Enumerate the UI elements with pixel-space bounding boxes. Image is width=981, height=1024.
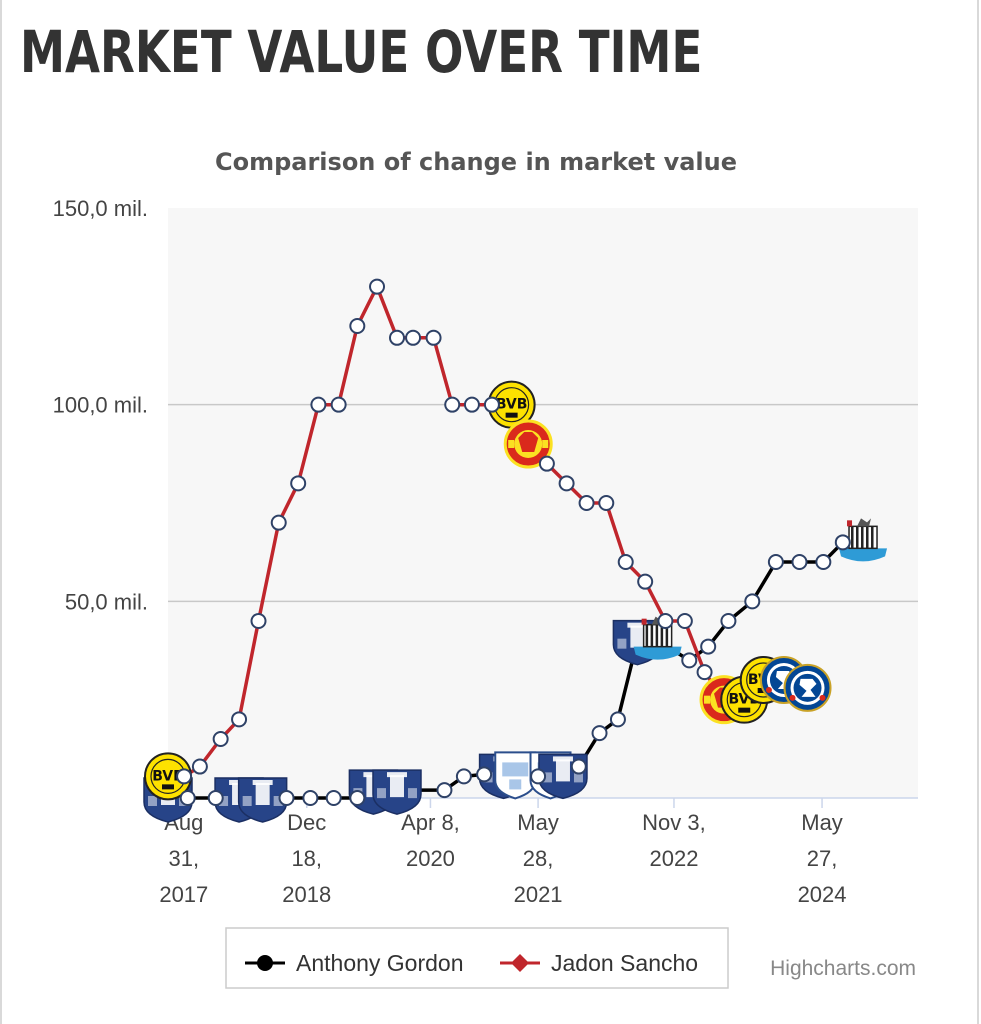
data-point-marker[interactable]	[444, 396, 461, 413]
legend-circle-icon	[257, 955, 273, 971]
x-tick-label: Nov 3, 2022	[642, 810, 706, 871]
data-point-marker[interactable]	[191, 758, 208, 775]
data-point-marker[interactable]	[179, 790, 196, 806]
data-point-marker[interactable]	[700, 638, 717, 655]
data-point-marker[interactable]	[570, 758, 587, 775]
data-point-marker[interactable]	[744, 593, 761, 610]
svg-text:BVB: BVB	[496, 397, 528, 413]
data-point-marker[interactable]	[676, 613, 693, 629]
data-point-marker[interactable]	[212, 731, 229, 747]
y-tick-label: 100,0 mil.	[53, 393, 148, 418]
data-point-marker[interactable]	[349, 790, 366, 806]
data-point-marker[interactable]	[388, 329, 405, 346]
highcharts-credits[interactable]: Highcharts.com	[770, 957, 916, 980]
data-point-marker[interactable]	[270, 514, 287, 531]
legend-item-jadon-sancho[interactable]: Jadon Sancho	[500, 950, 698, 976]
data-point-marker[interactable]	[720, 613, 737, 629]
data-point-marker[interactable]	[325, 790, 342, 806]
data-point-marker[interactable]	[617, 554, 634, 570]
svg-text:BVB: BVB	[152, 768, 184, 784]
data-point-marker[interactable]	[538, 455, 555, 472]
manutd-crest-icon	[503, 419, 553, 469]
data-point-marker[interactable]	[578, 495, 595, 511]
preston-crest-icon	[494, 751, 537, 800]
chart-title: Comparison of change in market value	[215, 148, 737, 176]
everton-crest-icon	[538, 753, 588, 800]
data-point-marker[interactable]	[767, 554, 784, 570]
data-point-marker[interactable]	[637, 573, 654, 590]
data-point-marker[interactable]	[609, 711, 626, 728]
data-point-marker[interactable]	[815, 554, 832, 570]
data-point-marker[interactable]	[425, 329, 442, 346]
data-point-marker[interactable]	[483, 396, 500, 413]
data-point-marker[interactable]	[455, 768, 472, 785]
data-point-marker[interactable]	[231, 711, 248, 728]
data-point-marker[interactable]	[476, 766, 493, 783]
legend-diamond-icon	[511, 954, 529, 972]
data-point-marker[interactable]	[791, 554, 808, 570]
x-axis: Aug 31, 2017 Dec 18, 2018 Apr 8, 2020 May 28, 2021…	[159, 797, 918, 907]
everton-crest-icon	[372, 769, 422, 815]
page-title: MARKET VALUE OVER TIME	[20, 18, 703, 86]
club-crests: BVBBVBBVBBVB	[143, 380, 888, 823]
y-tick-label: 50,0 mil.	[65, 589, 148, 614]
data-point-marker[interactable]	[463, 396, 480, 413]
data-point-marker[interactable]	[681, 652, 698, 669]
data-point-marker[interactable]	[290, 475, 307, 492]
data-point-marker[interactable]	[405, 329, 422, 346]
legend-label-anthony-gordon: Anthony Gordon	[296, 950, 464, 976]
data-point-marker[interactable]	[696, 664, 713, 681]
legend-item-anthony-gordon[interactable]: Anthony Gordon	[245, 950, 464, 976]
legend-box	[225, 927, 729, 989]
x-tick-label: Aug 31, 2017	[159, 810, 208, 907]
data-point-marker[interactable]	[207, 790, 224, 806]
data-point-marker[interactable]	[369, 278, 386, 295]
legend-label-jadon-sancho: Jadon Sancho	[551, 950, 698, 976]
data-point-marker[interactable]	[598, 495, 615, 511]
x-tick-label: Apr 8, 2020	[401, 810, 460, 871]
point-markers	[176, 278, 851, 806]
newcastle-crest-icon	[633, 616, 682, 660]
data-point-marker[interactable]	[330, 396, 347, 413]
bvb-crest-icon: BVB	[144, 752, 192, 801]
data-point-marker[interactable]	[834, 534, 851, 551]
legend: Anthony Gordon Jadon Sancho	[225, 927, 729, 989]
data-point-marker[interactable]	[436, 782, 453, 799]
data-point-marker[interactable]	[310, 396, 327, 413]
data-point-marker[interactable]	[657, 613, 674, 629]
data-point-marker[interactable]	[278, 790, 295, 806]
chelsea-crest-icon	[783, 663, 832, 712]
y-axis: 50,0 mil. 100,0 mil. 150,0 mil.	[53, 196, 148, 614]
series-line-jadon-sancho	[168, 284, 809, 779]
data-point-marker[interactable]	[250, 613, 267, 629]
data-point-marker[interactable]	[530, 768, 547, 785]
y-tick-label: 150,0 mil.	[53, 196, 148, 221]
x-tick-label: May 27, 2024	[798, 810, 847, 907]
data-point-marker[interactable]	[302, 790, 319, 806]
data-point-marker[interactable]	[591, 725, 608, 742]
data-point-marker[interactable]	[176, 768, 193, 785]
data-point-marker[interactable]	[558, 475, 575, 492]
x-tick-label: May 28, 2021	[514, 810, 563, 907]
x-tick-label: Dec 18, 2018	[282, 810, 331, 907]
data-point-marker[interactable]	[349, 318, 366, 334]
grid-lines	[168, 403, 918, 603]
